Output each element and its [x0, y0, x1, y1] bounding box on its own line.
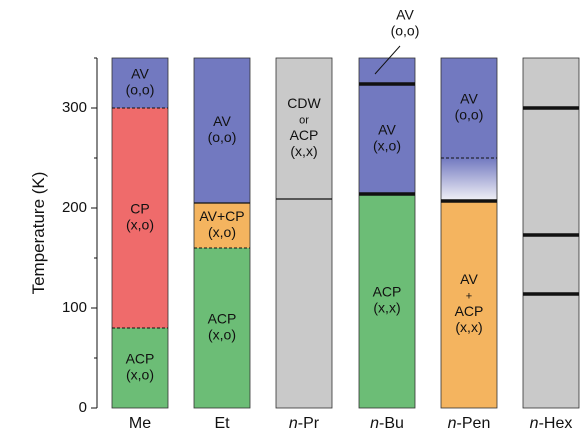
phase-label: ACP: [126, 351, 155, 367]
phase-segment: [194, 248, 250, 408]
x-tick-label: n-Pr: [289, 415, 320, 432]
callout-label: AV: [396, 7, 414, 23]
phase-segment: [112, 58, 168, 108]
x-tick-label: Me: [129, 415, 151, 432]
phase-segment: [194, 203, 250, 248]
phase-label: (x,o): [126, 367, 154, 383]
phase-label: CP: [130, 201, 149, 217]
phase-segment: [112, 108, 168, 328]
bar-outline: [358, 57, 416, 409]
y-tick-label: 300: [62, 99, 87, 116]
phase-segment: [359, 58, 415, 84]
phase-label: (x,x): [373, 300, 400, 316]
phase-boundaries: [112, 82, 579, 329]
phase-labels: AV(o,o)CP(x,o)ACP(x,o)AV(o,o)AV+CP(x,o)A…: [126, 7, 484, 383]
bar-outline: [522, 57, 580, 409]
phase-segment: [441, 158, 497, 201]
y-tick-label: 200: [62, 199, 87, 216]
bar-outline: [275, 57, 333, 409]
phase-label: (x,o): [373, 138, 401, 154]
phase-segment: [441, 58, 497, 158]
y-axis: 0 100 200 300: [62, 57, 98, 416]
phase-segments: [111, 57, 580, 409]
y-axis-label: Temperature (K): [29, 172, 48, 295]
phase-label: (o,o): [208, 129, 237, 145]
phase-label: ACP: [208, 311, 237, 327]
callout-label: (o,o): [391, 23, 420, 39]
phase-label: or: [299, 114, 309, 126]
bar-outline: [111, 57, 169, 409]
phase-label: AV: [213, 113, 231, 129]
phase-label: CDW: [287, 95, 321, 111]
phase-label: AV: [378, 122, 396, 138]
phase-segment: [359, 194, 415, 408]
phase-label: AV: [460, 271, 478, 287]
callout-pointer: [374, 45, 401, 75]
phase-segment: [276, 199, 332, 408]
phase-segment: [112, 328, 168, 408]
phase-label: (o,o): [126, 82, 155, 98]
phase-label: AV: [460, 91, 478, 107]
x-tick-label: n-Pen: [448, 415, 491, 432]
x-axis-tick-labels: Me Et n-Pr n-Bu n-Pen n-Hex: [129, 415, 572, 432]
phase-segment: [359, 84, 415, 194]
x-tick-label: n-Hex: [530, 415, 573, 432]
bar-outline: [193, 57, 251, 409]
phase-label: (x,o): [208, 224, 236, 240]
x-tick-label: Et: [214, 415, 230, 432]
y-tick-label: 0: [79, 399, 87, 416]
phase-segment: [194, 58, 250, 203]
phase-segment: [441, 201, 497, 408]
y-tick-label: 100: [62, 299, 87, 316]
phase-label: (x,x): [455, 319, 482, 335]
phase-label: (x,x): [290, 143, 317, 159]
phase-segment: [523, 58, 579, 408]
phase-label: (o,o): [455, 107, 484, 123]
phase-label: +: [466, 290, 472, 302]
bar-outline: [440, 57, 498, 409]
x-tick-label: n-Bu: [370, 415, 404, 432]
phase-label: AV+CP: [199, 208, 244, 224]
phase-label: ACP: [455, 303, 484, 319]
phase-label: AV: [131, 66, 149, 82]
phase-label: (x,o): [208, 327, 236, 343]
phase-segment: [276, 58, 332, 199]
phase-label: (x,o): [126, 217, 154, 233]
phase-label: ACP: [373, 284, 402, 300]
phase-label: ACP: [290, 127, 319, 143]
